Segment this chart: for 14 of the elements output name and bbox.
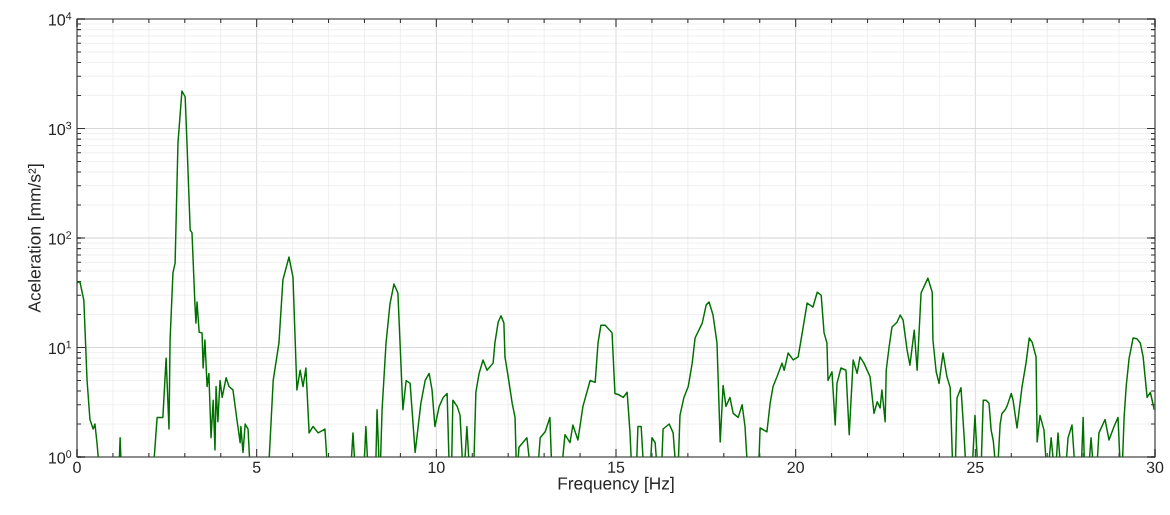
y-tick-label: 10$^{1}$ [49, 340, 72, 355]
x-axis-title: Frequency [Hz] [558, 476, 674, 494]
x-tick-label: 10 [428, 461, 445, 474]
y-tick-label: 10$^{3}$ [49, 121, 72, 136]
y-tick-label: 10$^{0}$ [49, 450, 72, 464]
x-tick-label: 5 [252, 461, 261, 473]
x-tick-label: 30 [1146, 461, 1164, 474]
x-tick-label: 20 [787, 461, 804, 474]
y-tick-label: 10$^{2}$ [49, 231, 72, 245]
y-tick-label: 10$^{4}$ [49, 12, 72, 26]
x-tick-label: 15 [608, 461, 625, 473]
y-axis-title: Aceleration [mm/s²] [27, 164, 45, 313]
x-tick-label: 0 [73, 461, 81, 474]
x-tick-label: 25 [967, 461, 984, 474]
